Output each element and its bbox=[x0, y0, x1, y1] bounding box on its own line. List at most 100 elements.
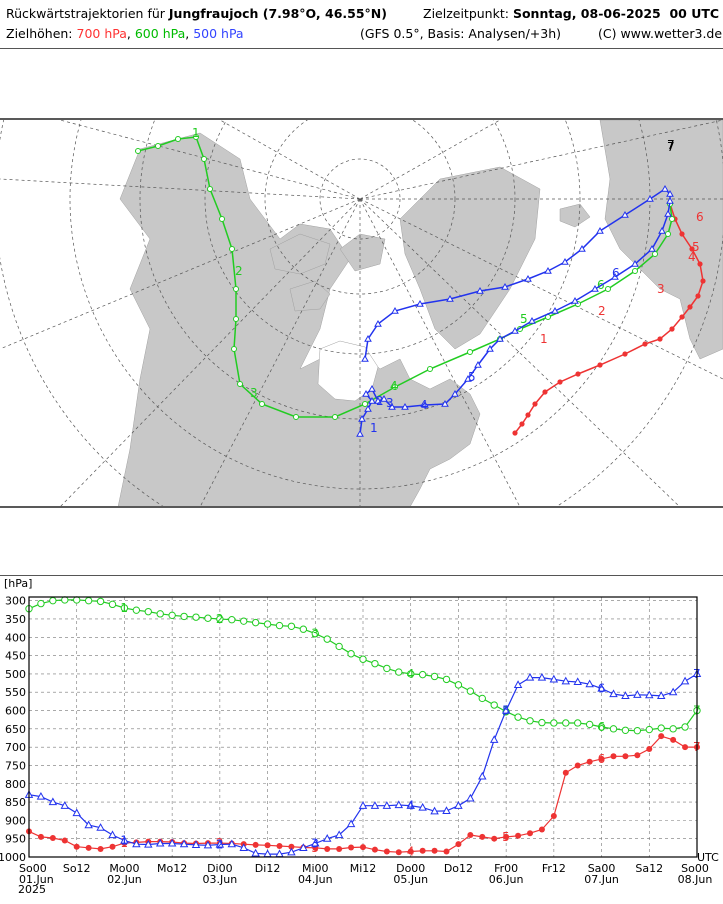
x-tick-label: Sa00 bbox=[588, 862, 616, 875]
map-point-600 bbox=[135, 148, 141, 154]
point-600 bbox=[383, 664, 391, 673]
y-tick-label: 850 bbox=[5, 796, 26, 809]
point-500 bbox=[311, 838, 320, 847]
x-tick-label: So12 bbox=[63, 862, 91, 875]
map-point-600 bbox=[175, 136, 181, 142]
title-prefix: Rückwärtstrajektorien für bbox=[6, 6, 165, 21]
point-500 bbox=[382, 801, 392, 809]
point-500 bbox=[346, 819, 356, 828]
point-700 bbox=[431, 847, 438, 854]
point-600 bbox=[120, 604, 129, 612]
map-point-600 bbox=[652, 251, 658, 257]
level-500-legend: 500 hPa bbox=[193, 26, 244, 41]
pressure-chart: [hPa] 300 350 400 450 500 550 600 650 700 750 800 8… bbox=[0, 577, 719, 896]
map-point-500 bbox=[441, 399, 449, 407]
point-700 bbox=[503, 833, 510, 840]
x-tick-label: Fr00 bbox=[494, 862, 518, 875]
map-point-500 bbox=[501, 282, 509, 290]
y-tick-label: 1000 bbox=[0, 851, 26, 864]
map-point-500 bbox=[374, 396, 382, 404]
level-600-legend: 600 hPa bbox=[134, 26, 186, 41]
map-point-600 bbox=[332, 414, 338, 420]
point-700 bbox=[97, 845, 104, 852]
point-600 bbox=[466, 687, 475, 695]
map-point-500 bbox=[658, 226, 666, 234]
point-600 bbox=[442, 675, 451, 684]
time-label-600: 3 bbox=[311, 627, 319, 641]
point-600 bbox=[287, 622, 296, 630]
map-time-label-500: 3 bbox=[386, 396, 394, 410]
x-date-label: 03.Jun bbox=[203, 873, 238, 886]
point-500 bbox=[203, 840, 213, 849]
point-500 bbox=[573, 677, 582, 686]
x-tick-label: Fr12 bbox=[542, 862, 566, 875]
map-point-500 bbox=[401, 402, 409, 410]
point-500 bbox=[96, 823, 105, 831]
point-700 bbox=[610, 753, 617, 760]
y-tick-label: 600 bbox=[5, 705, 26, 718]
point-600 bbox=[180, 612, 188, 621]
x-date-label: 06.Jun bbox=[489, 873, 524, 886]
point-600 bbox=[657, 724, 665, 732]
point-600 bbox=[490, 701, 498, 709]
map-point-500 bbox=[362, 389, 370, 397]
map-point-600 bbox=[233, 286, 239, 292]
point-500 bbox=[48, 797, 58, 806]
y-tick-label: 950 bbox=[5, 833, 26, 846]
map-point-600 bbox=[219, 216, 225, 222]
title-line: Rückwärtstrajektorien für Jungfraujoch (… bbox=[6, 6, 387, 21]
point-500 bbox=[561, 676, 571, 685]
map-time-label-600: 2 bbox=[235, 264, 243, 278]
point-500 bbox=[60, 801, 70, 809]
map-point-600 bbox=[233, 316, 239, 322]
map-time-label-600: 1 bbox=[192, 126, 200, 140]
point-500 bbox=[144, 839, 153, 848]
point-500 bbox=[167, 838, 177, 847]
map-point-500 bbox=[421, 400, 429, 408]
point-600 bbox=[371, 659, 379, 668]
x-tick-label: Di00 bbox=[207, 862, 233, 875]
point-500 bbox=[501, 705, 511, 714]
point-500 bbox=[549, 674, 559, 683]
point-600 bbox=[418, 670, 427, 679]
point-500 bbox=[120, 835, 129, 844]
point-700 bbox=[419, 847, 426, 854]
point-600 bbox=[311, 629, 319, 638]
point-700 bbox=[538, 826, 545, 833]
map-point-600 bbox=[467, 349, 473, 355]
point-700 bbox=[574, 762, 581, 769]
point-500 bbox=[179, 839, 189, 848]
point-600 bbox=[132, 606, 141, 614]
point-700 bbox=[61, 837, 68, 844]
point-600 bbox=[204, 614, 212, 622]
point-600 bbox=[299, 625, 308, 633]
map-point-600 bbox=[392, 384, 398, 390]
x-tick-label: Do12 bbox=[444, 862, 473, 875]
map-time-label-600: 4 bbox=[390, 379, 398, 393]
point-600 bbox=[550, 719, 558, 727]
point-700 bbox=[527, 830, 533, 837]
x-tick-label: Mo12 bbox=[157, 862, 187, 875]
map-point-500 bbox=[380, 394, 388, 402]
map-point-500 bbox=[356, 429, 364, 437]
point-700 bbox=[407, 848, 414, 855]
map-point-700 bbox=[597, 362, 603, 368]
target-value: Sonntag, 08-06-2025 00 UTC bbox=[512, 6, 720, 21]
point-500 bbox=[84, 820, 93, 829]
iceland-landmass bbox=[559, 203, 591, 228]
map-time-label-500: 5 bbox=[468, 370, 476, 384]
utc-label: UTC bbox=[697, 851, 719, 864]
point-500 bbox=[108, 830, 117, 839]
point-700 bbox=[586, 758, 593, 765]
point-500 bbox=[394, 800, 404, 809]
y-tick-label: 500 bbox=[5, 668, 26, 681]
point-700 bbox=[288, 843, 295, 850]
point-600 bbox=[192, 613, 200, 621]
point-700 bbox=[622, 753, 629, 760]
map-point-600 bbox=[669, 216, 675, 222]
point-700 bbox=[49, 834, 56, 841]
heights-label: Zielhöhen: bbox=[6, 26, 73, 41]
point-700 bbox=[395, 849, 402, 856]
map-time-label-700: 1 bbox=[540, 332, 548, 346]
point-600 bbox=[347, 650, 355, 658]
